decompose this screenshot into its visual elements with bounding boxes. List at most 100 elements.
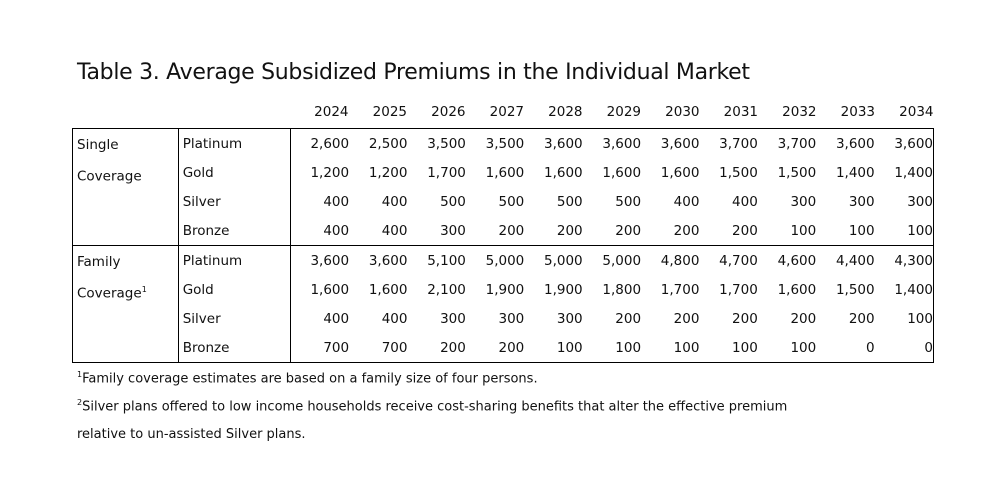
year-header: 2030 [665, 104, 700, 120]
coverage-label-text: Coverage [77, 168, 142, 185]
premium-cell: 200 [615, 310, 642, 327]
premium-cell: 100 [556, 339, 583, 356]
premium-cell: 400 [323, 222, 350, 239]
premium-cell: 200 [790, 310, 817, 327]
premium-cell: 400 [673, 193, 700, 210]
premium-cell: 300 [498, 310, 525, 327]
year-header: 2032 [782, 104, 817, 120]
plan-label: Platinum [179, 246, 291, 275]
premium-cell: 100 [907, 310, 933, 327]
coverage-label: Family Coverage1 [73, 246, 179, 362]
premium-cell: 100 [790, 222, 817, 239]
table-row: Silver 400 400 500 500 500 500 400 400 300 300 300 [179, 187, 933, 216]
year-header: 2024 [314, 104, 349, 120]
premium-cell: 300 [848, 193, 875, 210]
premium-cell: 400 [381, 193, 408, 210]
premium-cell: 200 [848, 310, 875, 327]
premium-cell: 500 [615, 193, 642, 210]
coverage-label-line1: Single [77, 137, 119, 153]
premium-cell: 3,600 [544, 135, 583, 152]
premium-cell: 1,200 [368, 164, 408, 181]
premium-cell: 5,000 [602, 252, 642, 269]
footnote-2-continued: relative to un-assisted Silver plans. [77, 427, 306, 442]
premium-cell: 500 [556, 193, 583, 210]
premium-cell: 1,600 [777, 281, 817, 298]
premium-cell: 5,000 [544, 252, 583, 269]
premium-cell: 1,600 [602, 164, 642, 181]
premium-cell: 300 [440, 222, 466, 239]
premium-cell: 200 [440, 339, 466, 356]
plan-label: Silver [179, 304, 291, 333]
coverage-label-text: Coverage [77, 285, 142, 302]
premium-cell: 3,600 [835, 135, 875, 152]
premium-cell: 100 [790, 339, 817, 356]
premium-cell: 300 [790, 193, 817, 210]
footnote-ref: 1 [141, 285, 147, 294]
premium-cell: 200 [556, 222, 583, 239]
coverage-label-line2: Coverage [77, 159, 174, 191]
coverage-group: Family Coverage1 Platinum 3,600 3,600 5,100 5,… [73, 245, 933, 362]
year-header: 2031 [723, 104, 758, 120]
premium-cell: 1,900 [485, 281, 525, 298]
premium-cell: 200 [498, 339, 525, 356]
premium-cell: 200 [732, 310, 758, 327]
premium-cell: 200 [498, 222, 525, 239]
premium-cell: 100 [848, 222, 875, 239]
premium-cell: 1,400 [894, 164, 933, 181]
premium-cell: 100 [732, 339, 758, 356]
premium-cell: 500 [498, 193, 525, 210]
premium-cell: 400 [381, 310, 408, 327]
premium-cell: 300 [556, 310, 583, 327]
premium-cell: 4,800 [660, 252, 700, 269]
premium-cell: 3,600 [602, 135, 642, 152]
coverage-label-line2: Coverage1 [77, 276, 174, 308]
plan-label: Bronze [179, 333, 291, 362]
premium-cell: 2,600 [310, 135, 350, 152]
premium-cell: 200 [732, 222, 758, 239]
footnote-text: Silver plans offered to low income house… [82, 399, 788, 415]
premium-cell: 4,400 [835, 252, 875, 269]
plan-label: Bronze [179, 216, 291, 245]
table-row: Bronze 400 400 300 200 200 200 200 200 100 100 100 [179, 216, 933, 245]
year-header: 2034 [899, 104, 934, 120]
premium-cell: 3,500 [485, 135, 525, 152]
year-header: 2029 [606, 104, 641, 120]
plan-label: Platinum [179, 129, 291, 158]
premium-cell: 1,400 [894, 281, 933, 298]
premium-cell: 100 [615, 339, 642, 356]
premium-cell: 1,800 [602, 281, 642, 298]
premium-cell: 300 [907, 193, 933, 210]
year-header: 2033 [840, 104, 875, 120]
premium-cell: 200 [673, 222, 700, 239]
premium-cell: 400 [323, 310, 350, 327]
premium-cell: 400 [381, 222, 408, 239]
premium-cell: 1,200 [310, 164, 350, 181]
premium-cell: 1,600 [485, 164, 525, 181]
premium-cell: 4,700 [719, 252, 758, 269]
premium-cell: 3,700 [777, 135, 817, 152]
year-header: 2028 [548, 104, 583, 120]
footnote-text: Family coverage estimates are based on a… [82, 371, 538, 387]
premiums-table: Single Coverage Platinum 2,600 2,500 3,500 3,5… [72, 128, 934, 363]
premium-cell: 5,000 [485, 252, 525, 269]
premium-cell: 5,100 [427, 252, 466, 269]
coverage-label: Single Coverage [73, 129, 179, 245]
premium-cell: 1,500 [835, 281, 875, 298]
premium-cell: 0 [866, 339, 875, 356]
year-header: 2027 [489, 104, 524, 120]
premium-cell: 2,100 [427, 281, 466, 298]
year-header: 2025 [372, 104, 407, 120]
coverage-label-line1: Family [77, 254, 121, 270]
footnote-text: relative to un-assisted Silver plans. [77, 427, 306, 442]
year-header: 2026 [431, 104, 466, 120]
premium-cell: 3,700 [719, 135, 758, 152]
premium-cell: 400 [323, 193, 350, 210]
table-title: Table 3. Average Subsidized Premiums in … [77, 60, 750, 85]
plan-label: Gold [179, 275, 291, 304]
premium-cell: 1,600 [368, 281, 408, 298]
premium-cell: 4,600 [777, 252, 817, 269]
premium-cell: 400 [732, 193, 758, 210]
premium-cell: 1,700 [427, 164, 466, 181]
premium-cell: 3,500 [427, 135, 466, 152]
